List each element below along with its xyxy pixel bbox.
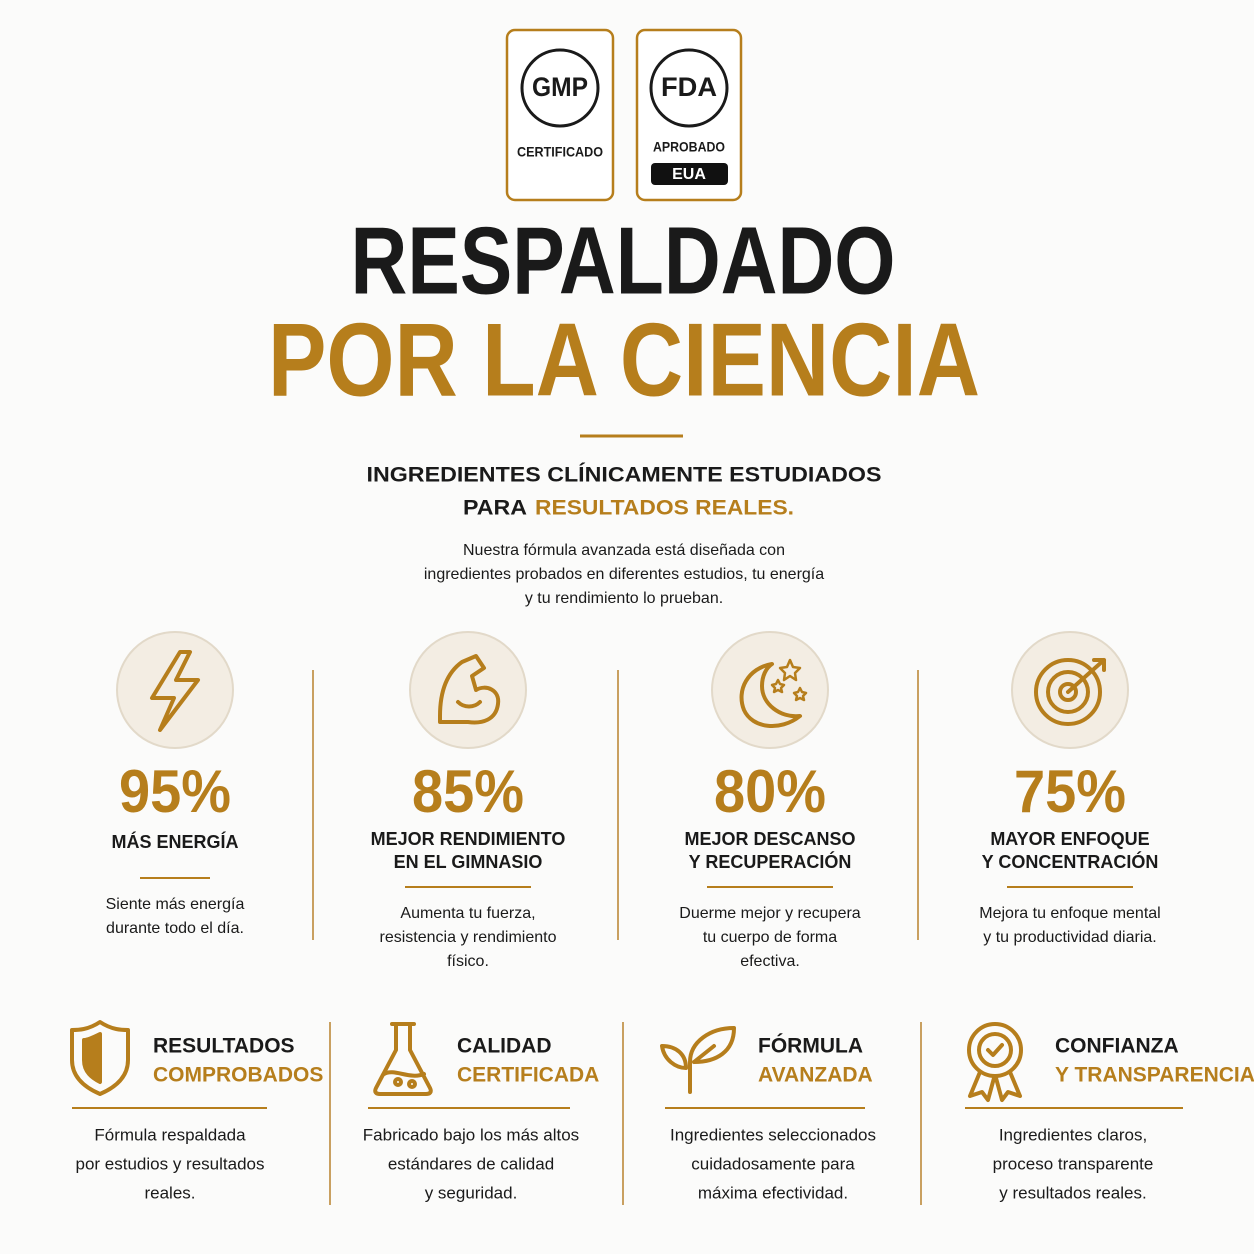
subtitle: PARA [463, 497, 527, 520]
stat-value: 95% [119, 758, 231, 825]
badge-frames [505, 28, 743, 202]
feature-description: Ingredientes claros, [999, 1125, 1147, 1144]
intro-text: y tu rendimiento lo prueban. [525, 590, 723, 607]
feature-icons [70, 1020, 1023, 1102]
feature-description: y seguridad. [425, 1183, 518, 1202]
feature-title: RESULTADOS [153, 1035, 295, 1058]
stat-description: Mejora tu enfoque mental [979, 905, 1160, 922]
stat-description: durante todo el día. [106, 920, 244, 937]
stat-value: 80% [714, 758, 826, 825]
stat-description: Aumenta tu fuerza, [400, 905, 535, 922]
dividers [312, 670, 922, 1205]
stat-value: 85% [412, 758, 524, 825]
stat-description: tu cuerpo de forma [703, 929, 837, 946]
feature-description: y resultados reales. [999, 1183, 1146, 1202]
badge-tag: EUA [672, 166, 706, 183]
stat-description: Siente más energía [106, 896, 245, 913]
stat-icons [150, 650, 1106, 732]
feature-title: CALIDAD [457, 1035, 552, 1058]
feature-description: proceso transparente [993, 1154, 1154, 1173]
badge-tag-bg [651, 163, 728, 185]
intro-text: ingredientes probados en diferentes estu… [424, 566, 824, 583]
feature-title: FÓRMULA [758, 1034, 863, 1058]
stat-description: resistencia y rendimiento [380, 929, 557, 946]
feature-description: cuidadosamente para [691, 1154, 855, 1173]
feature-description: por estudios y resultados [76, 1154, 265, 1173]
badge-circles [520, 48, 729, 128]
title-line: RESPALDADO [351, 207, 896, 314]
feature-description: Fórmula respaldada [94, 1125, 246, 1144]
badge-code: GMP [532, 72, 588, 102]
stat-description: y tu productividad diaria. [983, 929, 1156, 946]
stat-description: físico. [447, 953, 489, 970]
feature-title: CONFIANZA [1055, 1035, 1179, 1058]
feature-description: Fabricado bajo los más altos [363, 1125, 579, 1144]
stat-label: Y CONCENTRACIÓN [982, 851, 1159, 872]
stat-label: MAYOR ENFOQUE [990, 829, 1149, 849]
badge-label: CERTIFICADO [517, 144, 603, 160]
stat-label: MEJOR RENDIMIENTO [371, 829, 566, 849]
stat-label: Y RECUPERACIÓN [689, 851, 852, 872]
subtitle-highlight: RESULTADOS REALES. [535, 497, 794, 520]
badge-label: APROBADO [653, 139, 725, 155]
stat-label: MÁS ENERGÍA [111, 831, 238, 852]
feature-description: Ingredientes seleccionados [670, 1125, 876, 1144]
feature-highlight: COMPROBADOS [153, 1064, 323, 1087]
title-line: POR LA CIENCIA [268, 302, 980, 418]
subtitle: INGREDIENTES CLÍNICAMENTE ESTUDIADOS [367, 464, 882, 487]
feature-highlight: Y TRANSPARENCIA [1055, 1064, 1254, 1087]
feature-description: estándares de calidad [388, 1154, 554, 1173]
feature-highlight: AVANZADA [758, 1064, 873, 1087]
stat-description: Duerme mejor y recupera [679, 905, 861, 922]
feature-highlight: CERTIFICADA [457, 1064, 599, 1087]
stat-description: efectiva. [740, 953, 800, 970]
stat-value: 75% [1014, 758, 1126, 825]
intro-text: Nuestra fórmula avanzada está diseñada c… [463, 542, 785, 559]
feature-description: reales. [144, 1183, 195, 1202]
feature-description: máxima efectividad. [698, 1183, 848, 1202]
badge-code: FDA [661, 72, 717, 102]
stat-label: MEJOR DESCANSO [684, 829, 855, 849]
stat-label: EN EL GIMNASIO [394, 852, 543, 872]
